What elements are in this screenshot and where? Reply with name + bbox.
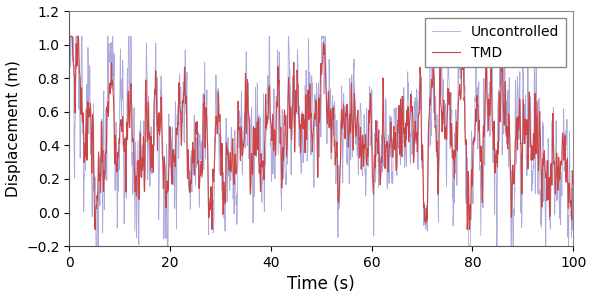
Uncontrolled (481, 158, 488, 161)
TMD (66, 34, 73, 38)
TMD (94, 200, 101, 204)
Uncontrolled (369, 145, 377, 149)
Uncontrolled (92, 253, 99, 256)
Uncontrolled (253, 101, 260, 105)
TMD (253, 129, 260, 133)
Uncontrolled (78, 109, 85, 112)
Uncontrolled (570, 193, 577, 197)
TMD (481, 127, 488, 131)
Line: TMD: TMD (69, 36, 573, 229)
Uncontrolled (94, 222, 101, 225)
Uncontrolled (66, 41, 73, 45)
TMD (369, 175, 376, 179)
TMD (111, 152, 118, 155)
TMD (91, 228, 98, 231)
Line: Uncontrolled: Uncontrolled (69, 36, 573, 254)
Y-axis label: Displacement (m): Displacement (m) (5, 60, 21, 197)
Legend: Uncontrolled, TMD: Uncontrolled, TMD (425, 18, 567, 67)
X-axis label: Time (s): Time (s) (288, 275, 355, 293)
TMD (77, 105, 84, 109)
Uncontrolled (111, 133, 118, 137)
TMD (570, 183, 577, 187)
Uncontrolled (66, 34, 73, 38)
